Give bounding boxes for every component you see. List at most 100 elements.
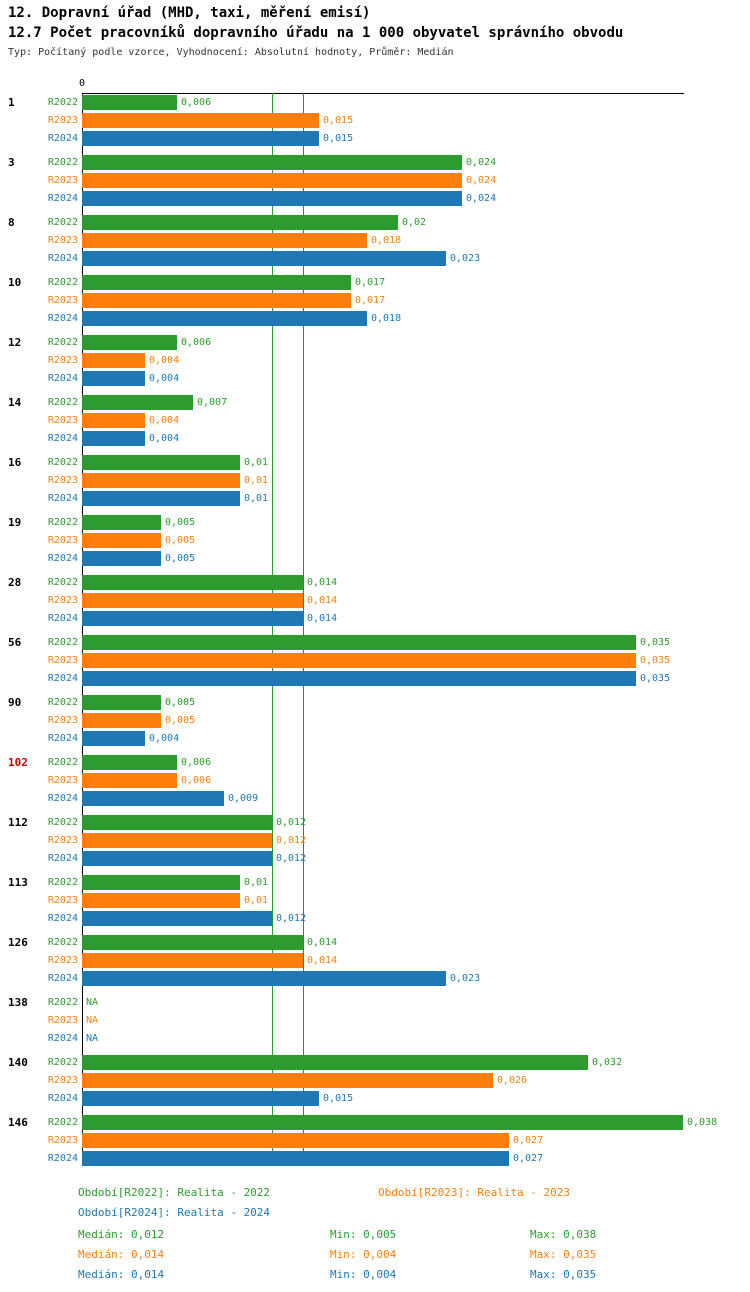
bar-value-label: 0,018 (371, 235, 402, 246)
category-label: 1 (8, 96, 15, 109)
bar-value-label: 0,015 (323, 115, 354, 126)
bar-r2023 (82, 233, 367, 248)
bar-value-label: 0,006 (181, 757, 212, 768)
bar-value-label: 0,005 (165, 517, 196, 528)
bar-value-label: 0,012 (276, 853, 307, 864)
series-label: R2022 (47, 157, 78, 168)
bar-value-label: 0,005 (165, 535, 196, 546)
series-label: R2023 (47, 1135, 78, 1146)
bar-value-label: 0,004 (149, 433, 180, 444)
na-label: NA (86, 997, 99, 1008)
series-label: R2022 (47, 937, 78, 948)
na-label: NA (86, 1015, 99, 1026)
bar-value-label: 0,032 (592, 1057, 623, 1068)
bar-r2022 (82, 395, 193, 410)
category-label: 140 (8, 1056, 28, 1069)
series-label: R2023 (47, 955, 78, 966)
series-label: R2023 (47, 535, 78, 546)
bar-r2024 (82, 1151, 509, 1166)
bar-group-146: 146 R2022 0,038 R2023 0,027 R2024 0,027 (0, 1115, 750, 1166)
category-label: 12 (8, 336, 22, 349)
bar-r2022 (82, 635, 636, 650)
bar-value-label: 0,017 (355, 295, 386, 306)
bar-value-label: 0,035 (640, 637, 671, 648)
series-label: R2024 (47, 253, 78, 264)
series-label: R2023 (47, 475, 78, 486)
series-label: R2024 (47, 373, 78, 384)
bar-value-label: 0,005 (165, 715, 196, 726)
bar-r2024 (82, 191, 462, 206)
bar-r2024 (82, 911, 272, 926)
series-label: R2023 (47, 895, 78, 906)
category-label: 102 (8, 756, 28, 769)
bar-value-label: 0,006 (181, 337, 212, 348)
category-label: 3 (8, 156, 15, 169)
series-label: R2024 (47, 1153, 78, 1164)
bar-r2024 (82, 551, 161, 566)
bar-group-28: 28 R2022 0,014 R2023 0,014 R2024 0,014 (0, 575, 750, 626)
category-label: 138 (8, 996, 28, 1009)
bar-value-label: 0,014 (307, 613, 338, 624)
category-label: 8 (8, 216, 15, 229)
series-label: R2023 (47, 835, 78, 846)
stat-min-r2022: Min: 0,005 (330, 1228, 397, 1241)
bar-value-label: 0,01 (244, 457, 269, 468)
bar-r2024 (82, 131, 319, 146)
bar-value-label: 0,012 (276, 835, 307, 846)
bar-value-label: 0,014 (307, 955, 338, 966)
bar-r2023 (82, 773, 177, 788)
bar-group-3: 3 R2022 0,024 R2023 0,024 R2024 0,024 (0, 155, 750, 206)
bar-r2024 (82, 311, 367, 326)
series-label: R2024 (47, 553, 78, 564)
bar-group-16: 16 R2022 0,01 R2023 0,01 R2024 0,01 (0, 455, 750, 506)
bar-value-label: 0,006 (181, 97, 212, 108)
series-label: R2022 (47, 577, 78, 588)
bar-r2024 (82, 431, 145, 446)
series-label: R2024 (47, 793, 78, 804)
bar-value-label: 0,005 (165, 697, 196, 708)
series-label: R2022 (47, 397, 78, 408)
bar-value-label: 0,038 (687, 1117, 718, 1128)
bar-value-label: 0,01 (244, 475, 269, 486)
bar-value-label: 0,017 (355, 277, 386, 288)
bar-r2024 (82, 671, 636, 686)
series-label: R2022 (47, 877, 78, 888)
series-label: R2024 (47, 673, 78, 684)
bar-r2022 (82, 275, 351, 290)
bar-value-label: 0,024 (466, 193, 497, 204)
series-label: R2022 (47, 337, 78, 348)
bar-value-label: 0,015 (323, 133, 354, 144)
category-label: 113 (8, 876, 28, 889)
bar-r2022 (82, 815, 272, 830)
series-label: R2022 (47, 97, 78, 108)
series-label: R2023 (47, 715, 78, 726)
bar-group-90: 90 R2022 0,005 R2023 0,005 R2024 0,004 (0, 695, 750, 746)
series-label: R2024 (47, 853, 78, 864)
bar-value-label: 0,007 (197, 397, 228, 408)
category-label: 28 (8, 576, 22, 589)
bar-r2022 (82, 95, 177, 110)
series-label: R2022 (47, 757, 78, 768)
bar-value-label: 0,01 (244, 877, 269, 888)
bar-r2023 (82, 353, 145, 368)
category-label: 16 (8, 456, 22, 469)
bar-r2022 (82, 875, 240, 890)
bar-value-label: 0,02 (402, 217, 427, 228)
bar-group-12: 12 R2022 0,006 R2023 0,004 R2024 0,004 (0, 335, 750, 386)
series-label: R2023 (47, 235, 78, 246)
bar-group-138: 138 R2022 NA R2023 NA R2024 NA (0, 995, 750, 1046)
stat-min-r2023: Min: 0,004 (330, 1248, 397, 1261)
bar-r2024 (82, 611, 303, 626)
bar-value-label: 0,027 (513, 1153, 544, 1164)
bar-r2023 (82, 1073, 493, 1088)
bar-r2024 (82, 731, 145, 746)
bar-group-14: 14 R2022 0,007 R2023 0,004 R2024 0,004 (0, 395, 750, 446)
bar-value-label: 0,026 (497, 1075, 528, 1086)
stat-max-r2023: Max: 0,035 (530, 1248, 597, 1261)
bar-r2024 (82, 1091, 319, 1106)
bar-r2023 (82, 533, 161, 548)
category-label: 90 (8, 696, 22, 709)
bar-value-label: 0,01 (244, 493, 269, 504)
bar-group-112: 112 R2022 0,012 R2023 0,012 R2024 0,012 (0, 815, 750, 866)
bar-r2022 (82, 215, 398, 230)
